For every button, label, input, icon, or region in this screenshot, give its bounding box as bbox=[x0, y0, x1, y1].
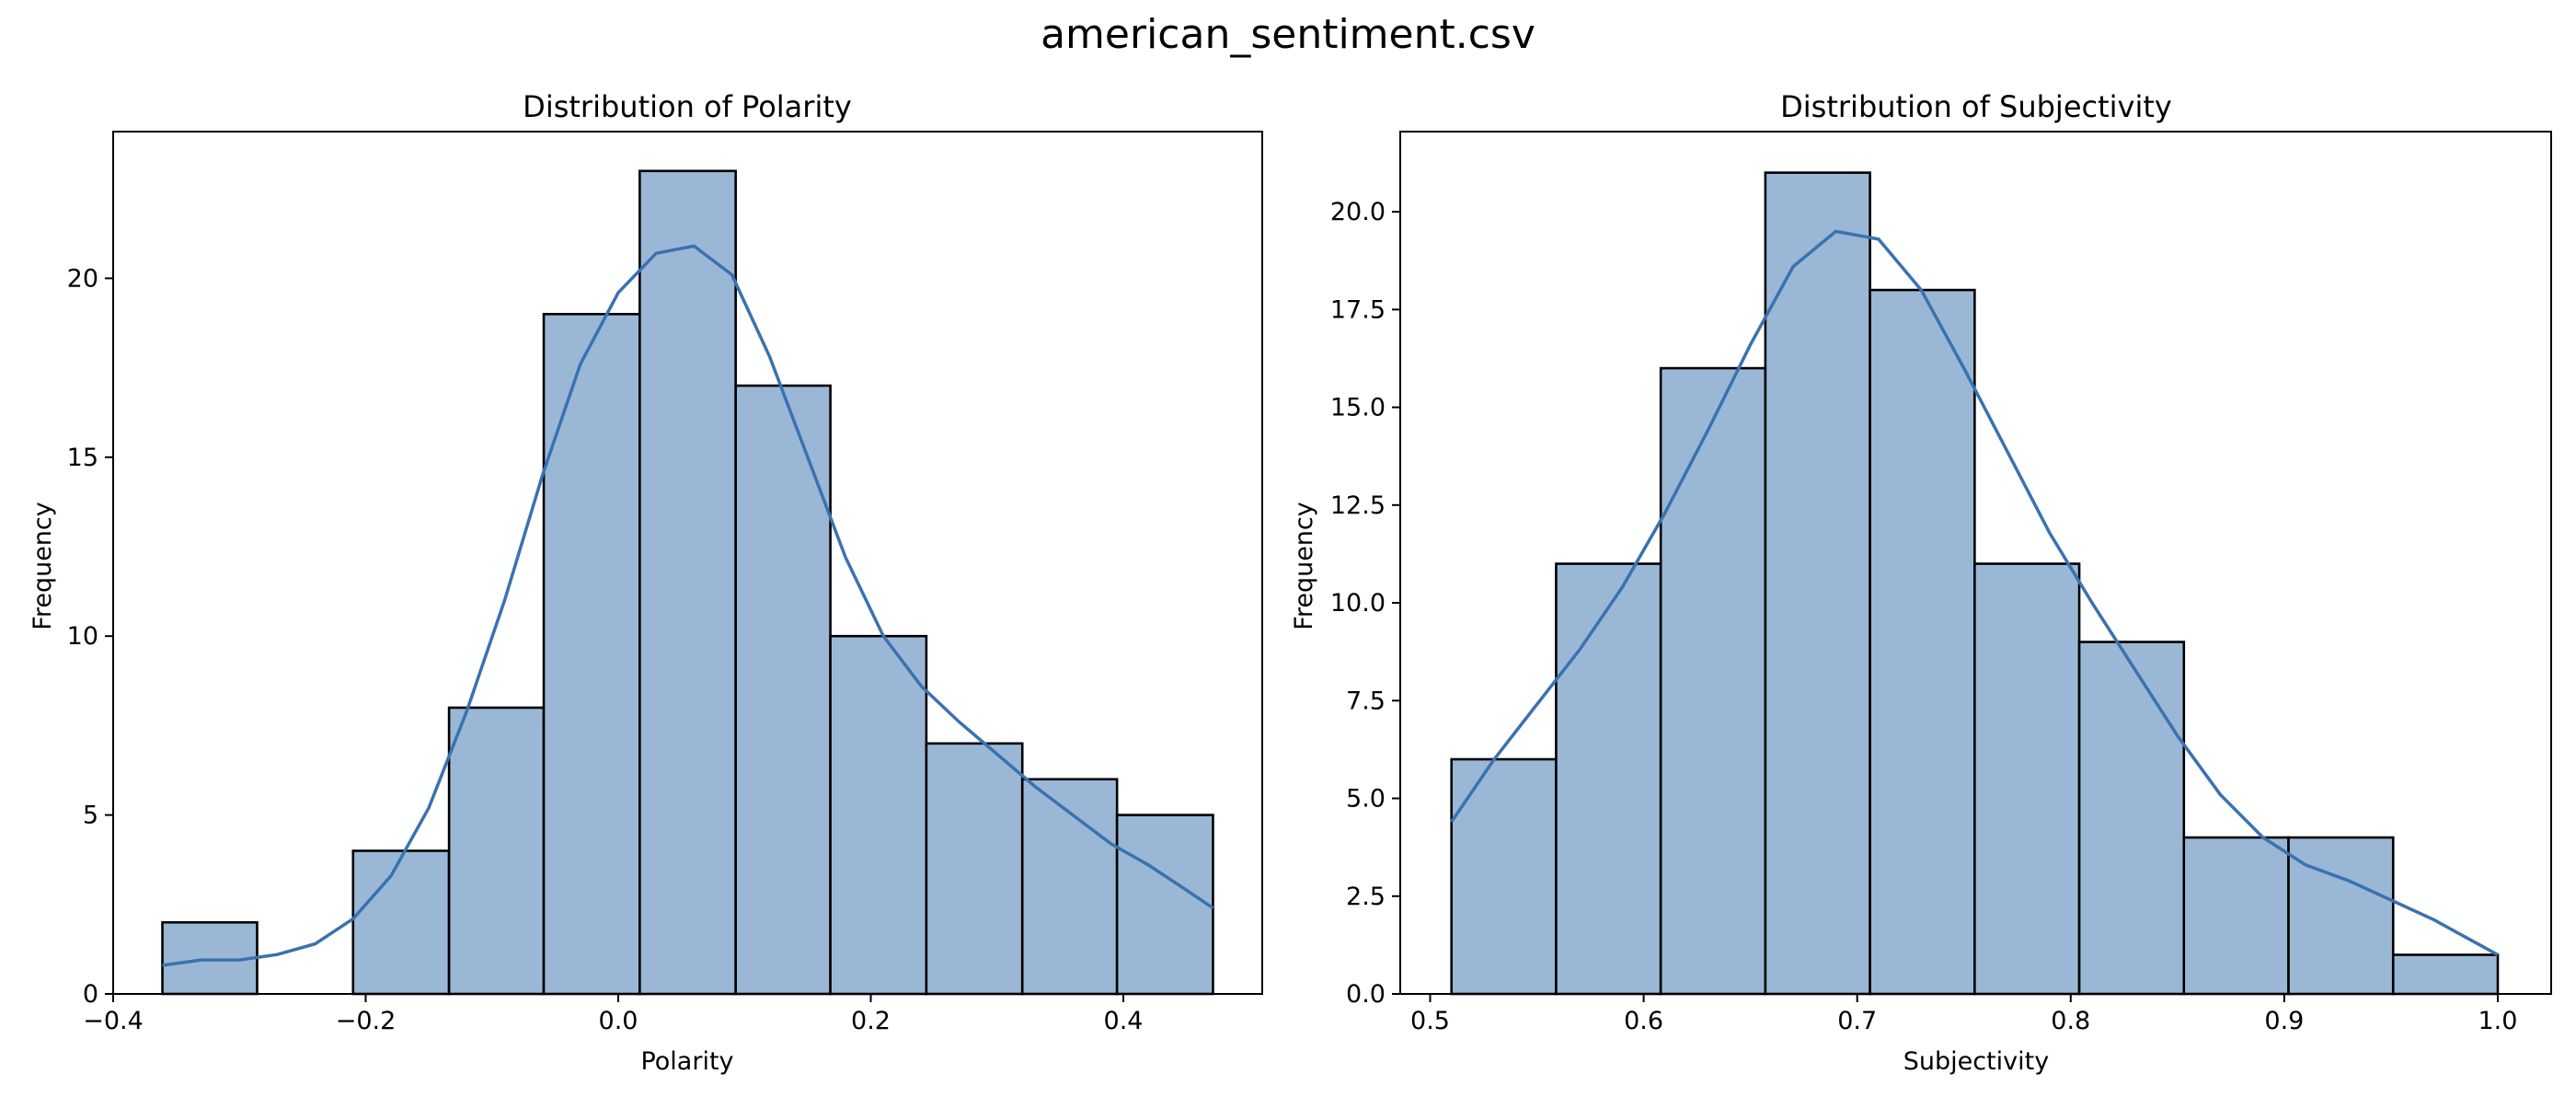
subjectivity-y-tick-label: 0.0 bbox=[1346, 980, 1386, 1009]
polarity-y-tick-label: 15 bbox=[67, 444, 98, 472]
polarity-bar bbox=[1020, 778, 1119, 996]
polarity-bar bbox=[925, 742, 1024, 996]
polarity-chart-title: Distribution of Polarity bbox=[523, 89, 852, 124]
subjectivity-bar bbox=[1869, 288, 1976, 996]
subjectivity-bar bbox=[2182, 836, 2290, 996]
subjectivity-kde-line bbox=[1450, 229, 2499, 957]
subjectivity-bar bbox=[1450, 757, 1558, 996]
polarity-x-axis-ticks: −0.4 −0.2 0.0 0.2 0.4 bbox=[83, 994, 1143, 1035]
subjectivity-x-tick-label: 0.9 bbox=[2264, 1007, 2304, 1035]
polarity-bar bbox=[542, 312, 641, 996]
polarity-axes-frame bbox=[112, 131, 1263, 995]
subjectivity-y-tick-label: 5.0 bbox=[1346, 785, 1386, 814]
subjectivity-axes-frame bbox=[1399, 131, 2552, 995]
polarity-x-tick-label: −0.2 bbox=[336, 1007, 397, 1035]
polarity-bar bbox=[447, 706, 546, 996]
polarity-bar bbox=[351, 849, 451, 996]
subjectivity-bar bbox=[1659, 366, 1767, 996]
polarity-x-axis-label: Polarity bbox=[640, 1047, 733, 1076]
subjectivity-bar bbox=[1555, 562, 1662, 996]
polarity-bar bbox=[829, 634, 928, 996]
polarity-y-tick-label: 20 bbox=[67, 264, 98, 293]
subjectivity-y-tick-label: 15.0 bbox=[1330, 394, 1386, 422]
polarity-y-tick-label: 5 bbox=[83, 802, 98, 830]
subjectivity-x-tick-label: 0.5 bbox=[1410, 1007, 1450, 1035]
subjectivity-bar bbox=[2391, 953, 2500, 996]
subjectivity-y-axis-label: Frequency bbox=[1290, 502, 1318, 630]
subjectivity-x-tick-label: 0.8 bbox=[2051, 1007, 2090, 1035]
polarity-y-axis-ticks: 0 5 10 15 20 bbox=[67, 264, 113, 1009]
subjectivity-x-axis-label: Subjectivity bbox=[1903, 1047, 2050, 1076]
subjectivity-bar bbox=[2287, 836, 2395, 996]
figure-suptitle: american_sentiment.csv bbox=[1041, 11, 1535, 58]
polarity-x-tick-label: 0.2 bbox=[851, 1007, 891, 1035]
subjectivity-y-tick-label: 17.5 bbox=[1330, 295, 1386, 324]
polarity-bar bbox=[734, 384, 832, 996]
subjectivity-x-tick-label: 0.7 bbox=[1837, 1007, 1877, 1035]
subjectivity-histogram-panel: Distribution of Subjectivity 0.5 0.6 0.7 0.… bbox=[1290, 89, 2552, 1076]
subjectivity-y-tick-label: 7.5 bbox=[1346, 687, 1386, 715]
polarity-bar bbox=[638, 169, 737, 996]
polarity-y-tick-label: 10 bbox=[67, 622, 98, 651]
subjectivity-bar bbox=[2077, 641, 2186, 996]
subjectivity-y-axis-ticks: 0.0 2.5 5.0 7.5 10.0 12.5 15.0 17.5 20.0 bbox=[1330, 198, 1400, 1009]
polarity-kde-line bbox=[162, 244, 1214, 967]
subjectivity-x-tick-label: 0.6 bbox=[1624, 1007, 1663, 1035]
subjectivity-y-tick-label: 10.0 bbox=[1330, 589, 1386, 618]
subjectivity-y-tick-label: 12.5 bbox=[1330, 491, 1386, 520]
polarity-histogram-panel: Distribution of Polarity −0.4 −0.2 0.0 0.2 0… bbox=[29, 89, 1263, 1076]
polarity-bars bbox=[161, 169, 1214, 996]
polarity-y-tick-label: 0 bbox=[83, 980, 98, 1009]
subjectivity-y-tick-label: 2.5 bbox=[1346, 883, 1386, 911]
polarity-bar bbox=[1115, 814, 1214, 996]
subjectivity-bar bbox=[1973, 562, 2081, 996]
subjectivity-chart-title: Distribution of Subjectivity bbox=[1780, 89, 2172, 124]
subjectivity-bars bbox=[1450, 171, 2500, 996]
polarity-x-tick-label: 0.4 bbox=[1104, 1007, 1144, 1035]
polarity-y-axis-label: Frequency bbox=[29, 502, 57, 630]
subjectivity-bar bbox=[1764, 171, 1871, 996]
subjectivity-x-tick-label: 1.0 bbox=[2478, 1007, 2517, 1035]
subjectivity-x-axis-ticks: 0.5 0.6 0.7 0.8 0.9 1.0 bbox=[1410, 994, 2517, 1035]
polarity-x-tick-label: 0.0 bbox=[599, 1007, 638, 1035]
polarity-x-tick-label: −0.4 bbox=[83, 1007, 144, 1035]
subjectivity-y-tick-label: 20.0 bbox=[1330, 198, 1386, 226]
